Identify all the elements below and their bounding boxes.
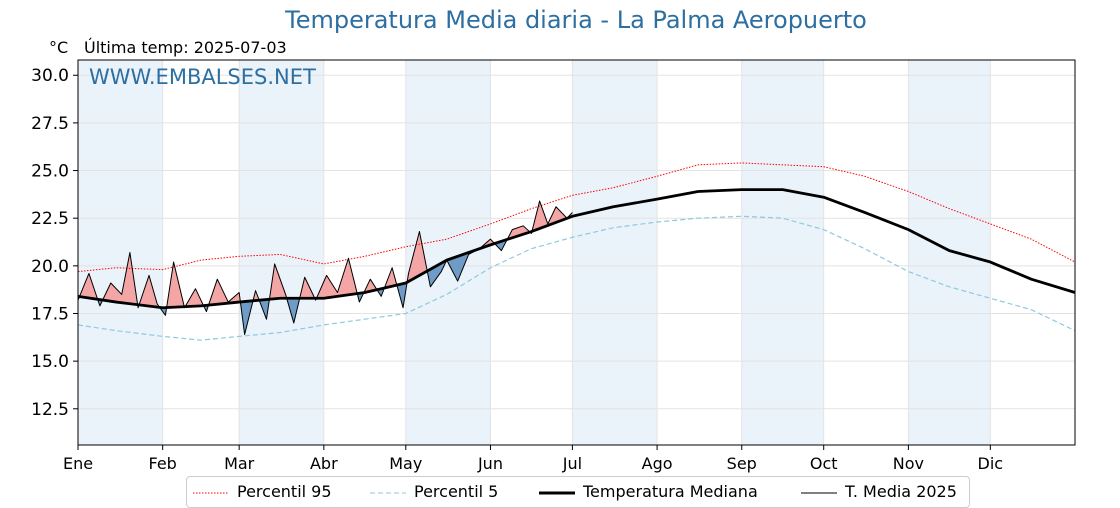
- month-band-mar: [239, 60, 324, 445]
- fill-above-median: [185, 288, 204, 307]
- x-tick-label-dic: Dic: [978, 454, 1004, 473]
- fill-above-median: [407, 231, 428, 283]
- temperature-chart: 12.5 15.0 17.5 20.0 22.5 25.0 27.5 30.0 Ene Feb Ma…: [31, 59, 1076, 473]
- y-tick-label: 22.5: [31, 209, 69, 229]
- x-tick-label-jun: Jun: [477, 454, 503, 473]
- x-tick-label-abr: Abr: [310, 454, 338, 473]
- series-2025: [77, 200, 573, 335]
- x-tick-label-ago: Ago: [642, 454, 673, 473]
- x-tick-label-may: May: [389, 454, 422, 473]
- x-tick-label-sep: Sep: [727, 454, 757, 473]
- last-temp-label: Última temp: 2025-07-03: [84, 38, 287, 57]
- series-p95: [77, 162, 1076, 273]
- y-tick-label: 20.0: [31, 257, 69, 277]
- fill-above-median: [317, 258, 358, 299]
- chart-title: Temperatura Media diaria - La Palma Aero…: [285, 6, 867, 34]
- month-band-ene: [78, 60, 163, 445]
- fill-below-median: [286, 297, 300, 324]
- month-band-jul: [572, 60, 658, 445]
- legend-item-p5: Percentil 5: [370, 482, 498, 501]
- series-lines: [77, 162, 1076, 341]
- legend-label-median: Temperatura Mediana: [583, 482, 758, 501]
- series-median: [77, 188, 1076, 310]
- fill-above-median: [166, 262, 185, 308]
- fill-above-median: [103, 252, 139, 308]
- y-tick-label: 15.0: [31, 352, 69, 372]
- y-unit-label: °C: [49, 38, 69, 57]
- legend-label-p95: Percentil 95: [237, 482, 332, 501]
- x-tick-label-jul: Jul: [562, 454, 582, 473]
- legend-item-current: T. Media 2025: [801, 482, 957, 501]
- x-tick-label-nov: Nov: [893, 454, 924, 473]
- watermark: WWW.EMBALSES.NET: [89, 65, 316, 89]
- y-tick-label: 25.0: [31, 162, 69, 182]
- legend-item-median: Temperatura Mediana: [539, 482, 758, 501]
- fill-above-median: [80, 273, 98, 300]
- x-tick-label-oct: Oct: [810, 454, 838, 473]
- x-tick-label-mar: Mar: [224, 454, 255, 473]
- fill-above-median: [507, 225, 531, 240]
- y-tick-label: 27.5: [31, 114, 69, 134]
- plot-frame: [77, 59, 1076, 446]
- fill-above-median: [384, 267, 397, 288]
- y-tick-label: 12.5: [31, 400, 69, 420]
- month-band-nov: [908, 60, 991, 445]
- y-tick-label: 17.5: [31, 304, 69, 324]
- legend-label-current: T. Media 2025: [845, 482, 957, 501]
- month-band-sep: [741, 60, 824, 445]
- month-bands: [78, 60, 991, 445]
- fill-below-median: [447, 248, 481, 282]
- legend-item-p95: Percentil 95: [193, 482, 332, 501]
- fill-below-median: [427, 260, 447, 287]
- y-tick-label: 30.0: [31, 66, 69, 86]
- x-tick-label-feb: Feb: [149, 454, 177, 473]
- fill-below-median: [396, 282, 408, 308]
- tick-labels: 12.5 15.0 17.5 20.0 22.5 25.0 27.5 30.0 Ene Feb Ma…: [31, 66, 1003, 473]
- x-tick-label-ene: Ene: [63, 454, 93, 473]
- legend: Percentil 95 Percentil 5 Temperatura Med…: [186, 476, 970, 508]
- fill-above-median: [269, 263, 287, 300]
- series-p5: [77, 215, 1076, 341]
- legend-label-p5: Percentil 5: [414, 482, 499, 501]
- fill-above-median: [139, 275, 160, 308]
- axes: [73, 59, 1076, 450]
